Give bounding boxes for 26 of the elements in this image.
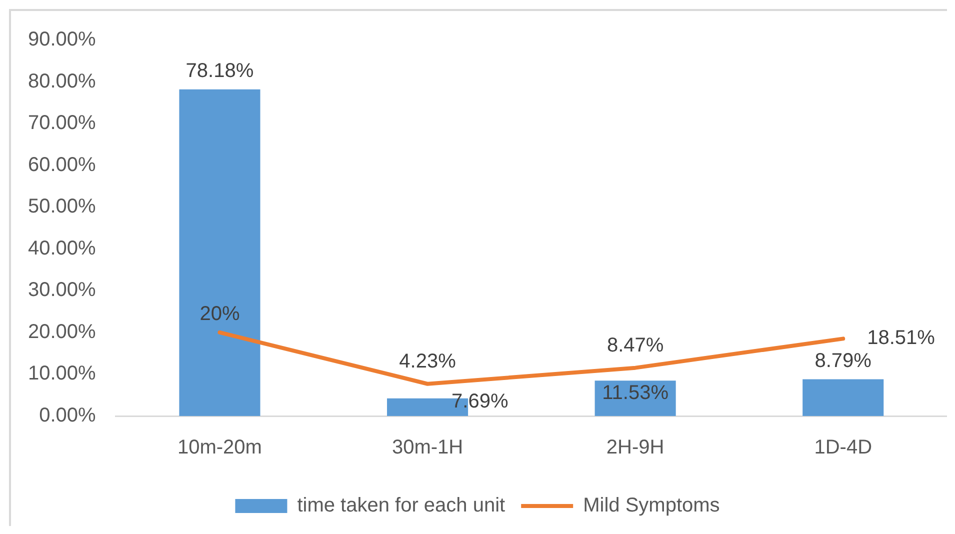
x-tick-label: 10m-20m (177, 436, 262, 459)
data-label: 8.47% (606, 334, 664, 356)
x-tick-label: 30m-1H (392, 436, 464, 459)
y-tick-label: 60.00% (28, 154, 96, 176)
data-label: 4.23% (399, 350, 456, 372)
y-tick-label: 0.00% (39, 404, 96, 427)
y-tick-label: 80.00% (28, 70, 96, 92)
data-label: 18.51% (867, 327, 936, 350)
bar (802, 379, 884, 416)
data-label: 7.69% (452, 390, 508, 412)
y-tick-label: 40.00% (28, 237, 96, 260)
legend-label: Mild Symptoms (583, 494, 720, 517)
legend-label: time taken for each unit (297, 494, 506, 517)
y-tick-label: 70.00% (28, 112, 96, 134)
y-tick-label: 30.00% (28, 279, 96, 302)
data-label: 8.79% (814, 350, 872, 372)
y-tick-label: 90.00% (28, 28, 96, 51)
y-tick-label: 20.00% (28, 320, 96, 343)
y-tick-label: 10.00% (28, 362, 96, 385)
data-label: 11.53% (602, 382, 669, 404)
y-tick-label: 50.00% (28, 196, 96, 218)
bar (179, 89, 260, 416)
x-tick-label: 1D-4D (814, 436, 872, 459)
x-tick-label: 2H-9H (606, 436, 664, 459)
data-label: 20% (200, 302, 240, 325)
data-label: 78.18% (186, 60, 254, 82)
